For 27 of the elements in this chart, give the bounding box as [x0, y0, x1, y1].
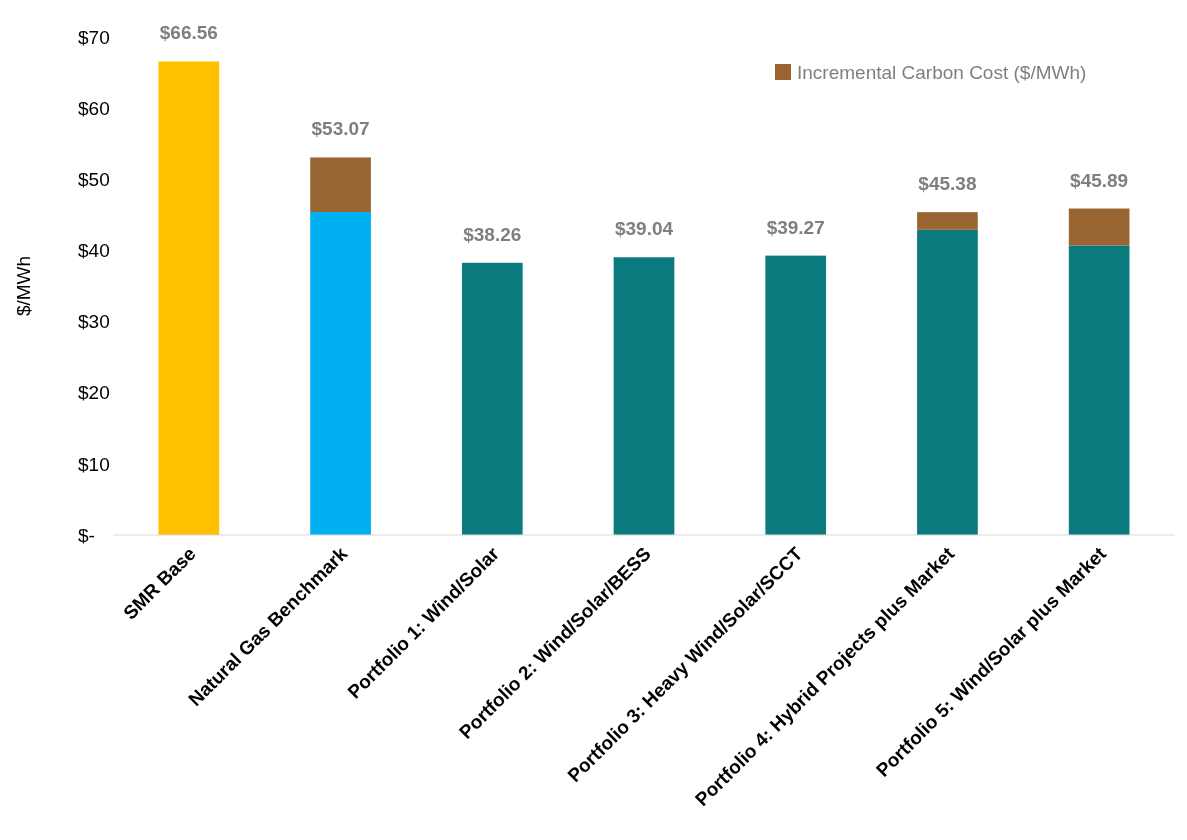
total-label: $39.27 [766, 216, 825, 238]
bar [917, 229, 978, 535]
total-label: $45.89 [1070, 169, 1129, 191]
legend-label: Incremental Carbon Cost ($/MWh) [797, 61, 1087, 83]
y-tick-label: $10 [78, 453, 110, 475]
bar [310, 157, 371, 213]
bar [310, 212, 371, 535]
bar [1068, 245, 1130, 535]
y-tick-label: $70 [78, 26, 110, 48]
total-label: $66.56 [159, 22, 218, 44]
bar [461, 262, 523, 535]
total-label: $53.07 [311, 118, 370, 140]
y-tick-label: $- [78, 524, 95, 546]
total-label: $39.04 [614, 218, 674, 240]
y-tick-label: $20 [78, 382, 110, 404]
bar [917, 212, 978, 230]
bar [613, 257, 675, 535]
y-tick-label: $60 [78, 97, 110, 119]
bar [158, 61, 220, 535]
bar [1068, 208, 1130, 246]
total-label: $38.26 [463, 223, 522, 245]
bar [765, 255, 827, 535]
y-tick-label: $40 [78, 240, 110, 262]
y-tick-label: $50 [78, 168, 110, 190]
y-tick-label: $30 [78, 311, 110, 333]
y-axis-title: $/MWh [13, 255, 34, 317]
total-label: $45.38 [918, 173, 977, 195]
